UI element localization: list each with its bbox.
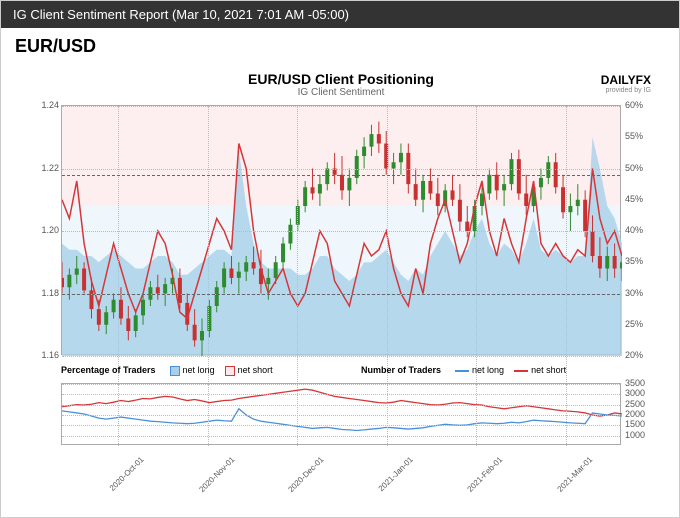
report-container: IG Client Sentiment Report (Mar 10, 2021…: [0, 0, 680, 518]
legend-item: net short: [514, 365, 566, 375]
legend-item: net long: [170, 365, 215, 375]
lower-plot: [61, 383, 621, 445]
y-left-tick: 1.20: [41, 225, 59, 235]
y-lower-tick: 3500: [625, 378, 645, 388]
y-right-tick: 40%: [625, 225, 643, 235]
y-left-tick: 1.24: [41, 100, 59, 110]
legend-percentage: Percentage of Traders net long net short: [61, 365, 283, 376]
legend-item: net long: [455, 365, 504, 375]
logo-subtitle: provided by IG: [601, 87, 651, 94]
y-right-tick: 25%: [625, 319, 643, 329]
logo-text: DAILYFX: [601, 73, 651, 87]
y-left-tick: 1.18: [41, 288, 59, 298]
y-lower-tick: 1000: [625, 430, 645, 440]
legend2-title: Number of Traders: [361, 365, 441, 375]
main-plot: [61, 105, 621, 355]
y-right-tick: 55%: [625, 131, 643, 141]
legend1-title: Percentage of Traders: [61, 365, 156, 375]
legend-item: net short: [225, 365, 273, 375]
y-right-tick: 50%: [625, 163, 643, 173]
dailyfx-logo: DAILYFX provided by IG: [601, 73, 651, 94]
chart-subtitle: IG Client Sentiment: [21, 87, 661, 98]
y-right-tick: 20%: [625, 350, 643, 360]
report-title: IG Client Sentiment Report (Mar 10, 2021…: [13, 7, 349, 22]
y-right-tick: 35%: [625, 256, 643, 266]
legend-number: Number of Traders net long net short: [361, 365, 576, 375]
x-tick: 2021-Feb-01: [466, 455, 505, 494]
x-tick: 2020-Oct-01: [108, 455, 146, 493]
y-right-tick: 45%: [625, 194, 643, 204]
currency-pair: EUR/USD: [1, 28, 679, 65]
x-tick: 2020-Nov-01: [197, 455, 236, 494]
x-tick: 2021-Jan-01: [376, 455, 414, 493]
chart-title: EUR/USD Client Positioning: [21, 65, 661, 87]
x-tick: 2021-Mar-01: [556, 455, 595, 494]
report-header: IG Client Sentiment Report (Mar 10, 2021…: [1, 1, 679, 28]
y-lower-tick: 2000: [625, 409, 645, 419]
chart-area: DAILYFX provided by IG EUR/USD Client Po…: [21, 65, 661, 495]
y-right-tick: 30%: [625, 288, 643, 298]
y-lower-tick: 2500: [625, 399, 645, 409]
y-lower-tick: 3000: [625, 388, 645, 398]
y-lower-tick: 1500: [625, 419, 645, 429]
y-left-tick: 1.16: [41, 350, 59, 360]
x-tick: 2020-Dec-01: [287, 455, 326, 494]
y-left-tick: 1.22: [41, 163, 59, 173]
y-right-tick: 60%: [625, 100, 643, 110]
